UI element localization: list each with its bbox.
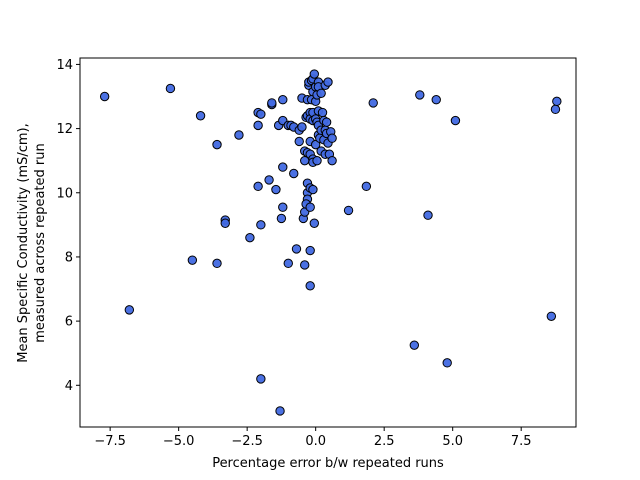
data-point (305, 202, 315, 212)
data-point (264, 175, 274, 185)
data-point (361, 181, 372, 192)
y-tick-label: 12 (56, 122, 73, 137)
data-point (297, 122, 307, 132)
data-point (283, 258, 293, 269)
data-point (305, 245, 315, 256)
data-point (271, 184, 281, 195)
data-point (317, 107, 328, 118)
plot-area-frame (79, 57, 577, 428)
x-axis-label: Percentage error b/w repeated runs (212, 456, 444, 471)
x-tick-label: 2.5 (374, 434, 395, 449)
x-tick-label: 7.5 (511, 434, 532, 449)
data-point (415, 90, 425, 100)
data-point (409, 340, 420, 350)
data-point (312, 155, 322, 166)
data-point (253, 181, 263, 192)
data-point (124, 305, 135, 315)
data-point (99, 91, 110, 102)
x-tick-label: 5.0 (442, 434, 463, 449)
data-point (276, 213, 287, 224)
data-point (278, 95, 288, 105)
data-point (423, 210, 433, 220)
data-point (165, 83, 176, 94)
data-point (267, 98, 277, 108)
data-point (278, 162, 288, 172)
data-point (300, 260, 310, 270)
data-point (308, 184, 318, 195)
data-points (99, 69, 562, 416)
data-point (291, 244, 302, 254)
data-point (327, 133, 337, 143)
y-tick-label: 6 (65, 315, 73, 330)
data-point (256, 374, 266, 384)
data-point (256, 109, 266, 119)
y-tick-label: 10 (56, 186, 73, 201)
data-point (234, 130, 244, 140)
data-point (343, 205, 354, 216)
data-point (187, 255, 198, 265)
y-tick-label: 8 (65, 250, 73, 265)
y-tick-label: 14 (56, 58, 73, 73)
data-point (323, 77, 333, 87)
x-tick-label: −5.0 (163, 434, 195, 449)
y-tick-label: 4 (65, 379, 73, 394)
x-tick-label: −7.5 (94, 434, 126, 449)
x-tick-label: 0.0 (305, 434, 326, 449)
x-axis-ticks: −7.5 −5.0 −2.5 0.0 2.5 5.0 7.5 (94, 427, 532, 449)
data-point (431, 95, 441, 105)
data-point (212, 258, 222, 269)
data-point (552, 96, 562, 107)
y-axis-label-line-1: Mean Specific Conductivity (mS/cm), (16, 123, 31, 363)
data-point (316, 88, 326, 99)
data-point (212, 139, 222, 150)
data-point (294, 136, 304, 147)
x-tick-label: −2.5 (231, 434, 263, 449)
data-point (253, 120, 263, 131)
data-point (442, 358, 452, 368)
data-point (245, 232, 255, 243)
data-point (309, 69, 319, 79)
data-point (327, 155, 337, 166)
data-point (309, 218, 319, 228)
y-axis-label: Mean Specific Conductivity (mS/cm), meas… (16, 123, 48, 363)
data-point (220, 218, 230, 228)
data-point (275, 406, 285, 416)
y-axis-ticks: 4 6 8 10 12 14 (56, 58, 80, 394)
data-point (450, 115, 461, 126)
data-point (546, 311, 557, 321)
data-point (289, 168, 299, 179)
data-point (195, 111, 206, 121)
data-point (368, 98, 378, 108)
y-axis-label-line-2: measured across repeated run (33, 143, 48, 342)
data-point (278, 202, 288, 212)
data-point (550, 104, 561, 115)
data-point (321, 117, 332, 127)
data-point (256, 220, 266, 230)
data-point (305, 281, 315, 291)
